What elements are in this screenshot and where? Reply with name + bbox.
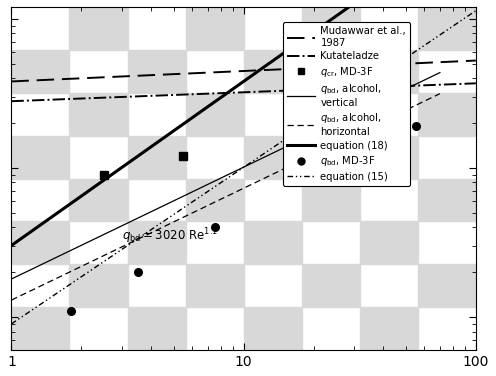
Legend: Mudawwar et al.,
1987, Kutateladze, $q_{\rm cr}$, MD-3F, $q_{\rm bd}$, alcohol,
: Mudawwar et al., 1987, Kutateladze, $q_{… (283, 22, 410, 185)
Text: $q_{\rm bd} = 3020\ \mathrm{Re}^{1.1}$: $q_{\rm bd} = 3020\ \mathrm{Re}^{1.1}$ (122, 226, 218, 246)
